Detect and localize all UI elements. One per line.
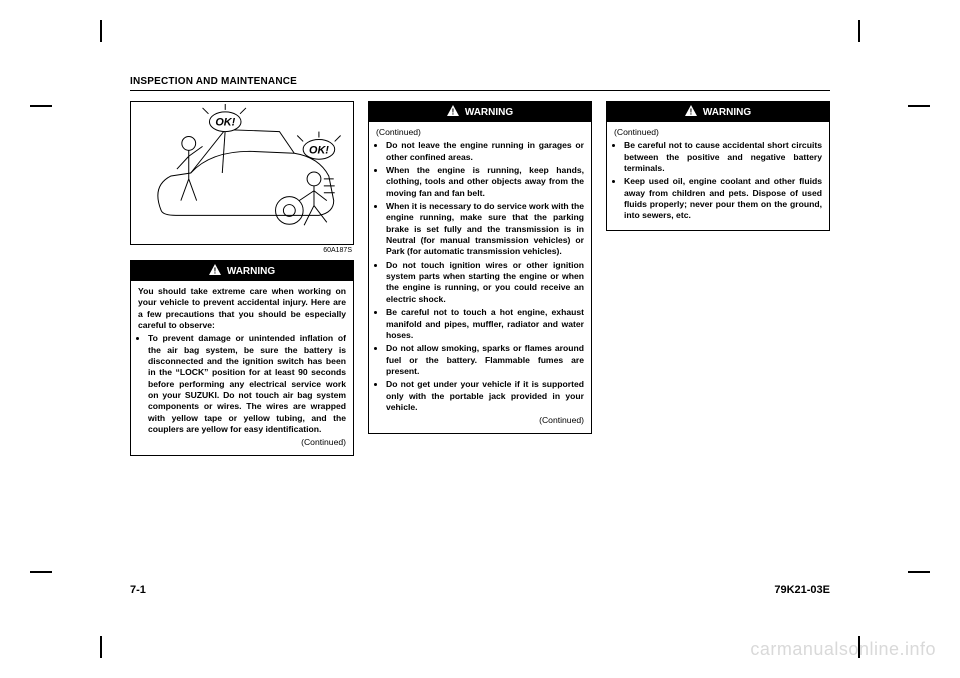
warning-label: WARNING [465, 107, 513, 118]
svg-text:!: ! [689, 108, 692, 117]
section-header: INSPECTION AND MAINTENANCE [130, 76, 830, 91]
warning-bullet: Do not touch ignition wires or other ign… [386, 260, 584, 305]
warning-triangle-icon: ! [447, 105, 459, 119]
warning-bullet: Keep used oil, engine coolant and other … [624, 176, 822, 221]
svg-text:!: ! [451, 108, 454, 117]
column-1: OK! OK! 60A187S ! WARNING You s [130, 101, 354, 456]
continued-label: (Continued) [376, 127, 584, 138]
crop-mark [908, 571, 930, 573]
warning-triangle-icon: ! [685, 105, 697, 119]
crop-mark [30, 105, 52, 107]
svg-text:!: ! [213, 267, 216, 276]
warning-header: ! WARNING [131, 261, 353, 281]
car-service-illustration: OK! OK! [131, 102, 353, 244]
image-code: 60A187S [130, 247, 352, 254]
continued-label: (Continued) [614, 127, 822, 138]
warning-bullet: When the engine is running, keep hands, … [386, 165, 584, 199]
warning-bullet: When it is necessary to do service work … [386, 201, 584, 258]
column-3: ! WARNING (Continued) Be careful not to … [606, 101, 830, 456]
warning-bullet: Do not allow smoking, sparks or flames a… [386, 343, 584, 377]
crop-mark [30, 571, 52, 573]
warning-bullet: To prevent damage or unintended inflatio… [148, 333, 346, 435]
content-columns: OK! OK! 60A187S ! WARNING You s [130, 101, 830, 456]
warning-bullet: Do not leave the engine running in garag… [386, 140, 584, 163]
warning-bullet: Do not get under your vehicle if it is s… [386, 379, 584, 413]
warning-body-2: (Continued) Do not leave the engine runn… [369, 122, 591, 433]
svg-text:OK!: OK! [215, 117, 235, 129]
manual-page: INSPECTION AND MAINTENANCE [130, 76, 830, 602]
warning-intro: You should take extreme care when workin… [138, 286, 346, 331]
document-code: 79K21-03E [774, 584, 830, 596]
continued-label: (Continued) [138, 437, 346, 448]
warning-triangle-icon: ! [209, 264, 221, 278]
warning-label: WARNING [703, 107, 751, 118]
page-number: 7-1 [130, 584, 146, 596]
illustration-box: OK! OK! [130, 101, 354, 245]
crop-mark [100, 20, 102, 42]
warning-bullet: Be careful not to touch a hot engine, ex… [386, 307, 584, 341]
svg-text:OK!: OK! [309, 144, 329, 156]
watermark: carmanualsonline.info [750, 639, 936, 660]
warning-label: WARNING [227, 266, 275, 277]
column-2: ! WARNING (Continued) Do not leave the e… [368, 101, 592, 456]
warning-box-3: ! WARNING (Continued) Be careful not to … [606, 101, 830, 231]
continued-label: (Continued) [376, 415, 584, 426]
warning-box-1: ! WARNING You should take extreme care w… [130, 260, 354, 456]
crop-mark [908, 105, 930, 107]
warning-body-1: You should take extreme care when workin… [131, 281, 353, 455]
crop-mark [858, 20, 860, 42]
warning-box-2: ! WARNING (Continued) Do not leave the e… [368, 101, 592, 434]
warning-header: ! WARNING [369, 102, 591, 122]
warning-bullet: Be careful not to cause accidental short… [624, 140, 822, 174]
warning-header: ! WARNING [607, 102, 829, 122]
warning-body-3: (Continued) Be careful not to cause acci… [607, 122, 829, 230]
crop-mark [100, 636, 102, 658]
